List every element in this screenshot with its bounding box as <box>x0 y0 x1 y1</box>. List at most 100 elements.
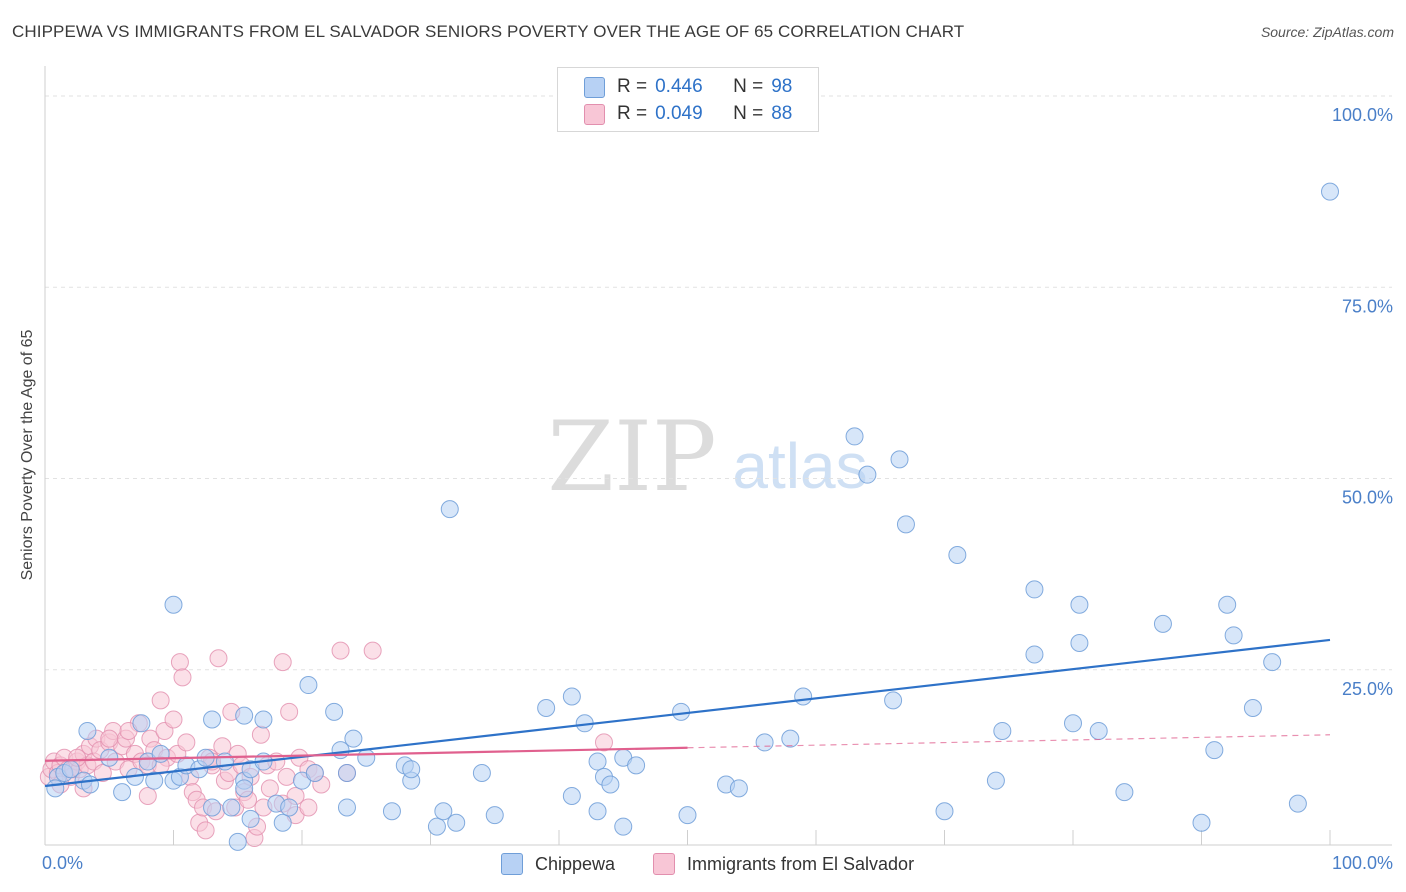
chippewa-point <box>755 733 774 752</box>
elsalvador-point <box>331 641 350 660</box>
chippewa-point <box>601 775 620 794</box>
chippewa-legend-label: Chippewa <box>535 853 616 874</box>
el-salvador-points <box>39 641 613 848</box>
chippewa-point <box>203 710 222 729</box>
chippewa-point <box>485 806 504 825</box>
chippewa-point <box>1263 653 1282 672</box>
elsalvador-point <box>273 653 292 672</box>
chippewa-point <box>78 721 97 740</box>
chippewa-point <box>890 450 909 469</box>
chippewa-point <box>1321 182 1339 201</box>
chippewa-point <box>447 813 466 832</box>
chippewa-point <box>1115 783 1134 802</box>
x-tick-label-end: 100.0% <box>1332 853 1393 873</box>
chippewa-point <box>215 752 234 771</box>
elsalvador-point <box>260 779 279 798</box>
chippewa-point <box>254 710 273 729</box>
chippewa-point <box>164 595 183 614</box>
stat-row-elsalvador: R = 0.049 N = 88 <box>584 101 792 127</box>
elsalvador-point <box>251 725 270 744</box>
chippewa-point <box>151 744 170 763</box>
chippewa-point <box>588 752 607 771</box>
chart-title: CHIPPEWA VS IMMIGRANTS FROM EL SALVADOR … <box>12 22 965 41</box>
chippewa-point <box>235 706 254 725</box>
chippewa-point <box>614 817 633 836</box>
n-value: 98 <box>771 76 793 97</box>
chippewa-point <box>1025 645 1044 664</box>
chippewa-point <box>299 676 318 695</box>
chippewa-point <box>1288 794 1307 813</box>
chippewa-point <box>100 748 119 767</box>
r-label: R = <box>617 103 648 124</box>
chippewa-point <box>280 798 299 817</box>
chippewa-legend-swatch <box>501 853 523 875</box>
y-tick-label: 25.0% <box>1342 679 1393 699</box>
chippewa-point <box>1243 699 1262 717</box>
chippewa-point <box>337 764 356 783</box>
chippewa-point <box>896 515 915 534</box>
n-label: N = <box>733 76 764 97</box>
elsalvador-point <box>173 668 192 687</box>
chippewa-swatch <box>584 76 605 98</box>
elsalvador-point <box>177 733 196 752</box>
elsalvador-point <box>164 710 183 729</box>
r-value: 0.446 <box>655 76 703 97</box>
chippewa-point <box>357 748 376 767</box>
chippewa-trend-line <box>44 638 1331 788</box>
elsalvador-point <box>100 729 119 748</box>
chippewa-point <box>434 802 453 821</box>
chippewa-point <box>1070 595 1089 614</box>
legend-item-chippewa[interactable]: Chippewa <box>501 852 615 876</box>
elsalvador-point <box>213 737 232 756</box>
correlation-legend: R = 0.446 N = 98 R = 0.049 N = 88 <box>557 67 819 132</box>
chippewa-point <box>562 687 581 706</box>
chippewa-point <box>884 691 903 710</box>
chippewa-point <box>1070 633 1089 652</box>
chippewa-point <box>1025 580 1044 599</box>
r-label: R = <box>617 76 648 97</box>
chippewa-point <box>993 721 1012 740</box>
axes <box>44 66 1392 846</box>
r-value: 0.049 <box>655 103 703 124</box>
watermark-atlas: atlas <box>732 430 867 502</box>
chippewa-point <box>781 729 800 748</box>
trend-lines <box>44 638 1331 788</box>
chippewa-point <box>440 500 459 519</box>
elsalvador-swatch <box>584 103 605 125</box>
chippewa-point <box>80 775 99 794</box>
chippewa-point <box>273 813 292 832</box>
chippewa-point <box>344 729 363 748</box>
elsalvador-point <box>363 641 382 660</box>
chippewa-point <box>222 798 241 817</box>
elsalvador-point <box>93 764 112 783</box>
n-value: 88 <box>771 103 793 124</box>
chippewa-point <box>948 546 967 564</box>
chippewa-points <box>46 182 1339 851</box>
chippewa-point <box>845 427 864 446</box>
chippewa-point <box>145 771 164 790</box>
elsalvador-legend-swatch <box>653 853 675 875</box>
chippewa-point <box>132 714 151 733</box>
elsalvador-trend-line <box>44 746 688 762</box>
elsalvador-point <box>151 691 170 710</box>
chippewa-point <box>1192 813 1211 832</box>
chippewa-point <box>241 809 260 828</box>
chippewa-point <box>672 702 691 721</box>
elsalvador-point <box>594 733 613 752</box>
elsalvador-point <box>170 653 189 672</box>
chippewa-point <box>228 832 247 851</box>
chippewa-point <box>986 771 1005 790</box>
chippewa-point <box>235 779 254 798</box>
x-tick-label-start: 0.0% <box>42 853 83 873</box>
chippewa-point <box>627 756 646 775</box>
y-tick-label: 100.0% <box>1332 105 1393 125</box>
chippewa-point <box>678 806 697 825</box>
legend-item-elsalvador[interactable]: Immigrants from El Salvador <box>653 852 914 876</box>
chippewa-point <box>935 802 954 821</box>
y-tick-label: 50.0% <box>1342 488 1393 508</box>
elsalvador-trend-extension <box>687 734 1331 749</box>
chippewa-point <box>472 764 491 783</box>
chippewa-point <box>325 702 344 721</box>
elsalvador-point <box>280 702 299 721</box>
